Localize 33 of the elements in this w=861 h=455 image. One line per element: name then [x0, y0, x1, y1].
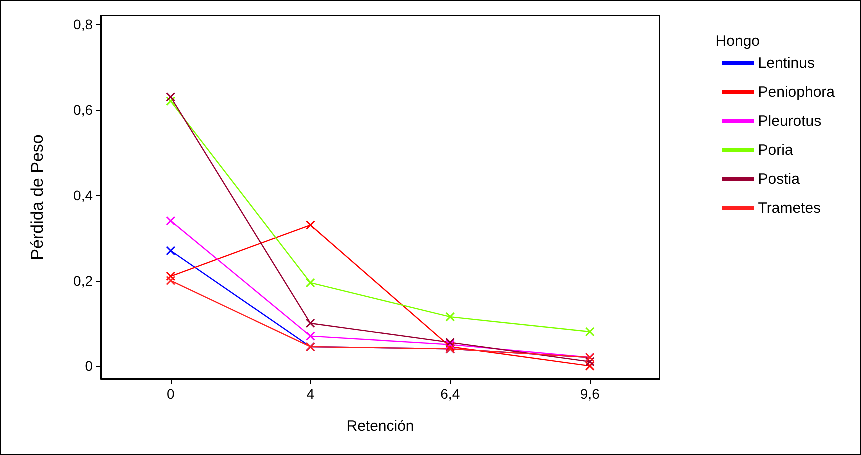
legend-label: Pleurotus	[758, 113, 822, 130]
point	[166, 92, 176, 102]
x-tick-label: 0	[166, 386, 175, 402]
point	[166, 276, 176, 286]
y-tick-label: 0	[85, 358, 94, 374]
legend-label: Lentinus	[758, 55, 815, 72]
point	[446, 312, 456, 322]
legend-label: Trametes	[758, 200, 822, 217]
legend-label: Peniophora	[758, 84, 836, 101]
point	[166, 272, 176, 282]
point	[166, 216, 176, 226]
legend-title: Hongo	[716, 33, 760, 50]
point	[306, 332, 316, 342]
point	[585, 327, 595, 337]
legend-label: Postia	[758, 171, 801, 188]
legend-label: Poria	[758, 142, 794, 159]
y-tick-label: 0,6	[74, 102, 94, 118]
x-tick-label: 9,6	[580, 386, 600, 402]
y-tick-label: 0,2	[74, 272, 94, 289]
point	[306, 318, 316, 328]
point	[306, 220, 316, 230]
point	[585, 357, 595, 367]
point	[446, 338, 456, 348]
point	[306, 278, 316, 288]
y-tick-label: 0,8	[74, 16, 94, 33]
x-axis-title: Retención	[346, 418, 414, 435]
point	[166, 96, 176, 106]
x-tick-label: 4	[306, 386, 315, 402]
point	[166, 246, 176, 256]
y-axis-title: Pérdida de Peso	[28, 134, 47, 260]
x-tick-label: 6,4	[440, 386, 460, 402]
y-tick-label: 0,4	[74, 187, 94, 204]
point	[585, 361, 595, 371]
